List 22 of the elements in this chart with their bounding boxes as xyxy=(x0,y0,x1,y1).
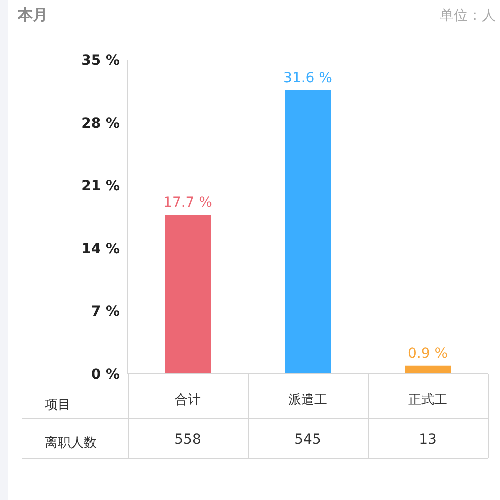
bar xyxy=(405,366,451,374)
text: 项目 xyxy=(45,397,71,414)
text: 13 xyxy=(418,432,438,448)
text: 558 xyxy=(174,432,202,448)
text: 离职人数 xyxy=(45,435,97,452)
x-tick-label: 派遣工 xyxy=(288,393,328,408)
y-tick-label: 14 % xyxy=(82,241,120,258)
text: 单位：人 xyxy=(440,7,496,25)
text: 545 xyxy=(294,432,322,448)
x-tick-label: 正式工 xyxy=(408,393,448,408)
y-tick-label: 7 % xyxy=(91,304,120,320)
x-tick-label: 合计 xyxy=(175,393,201,408)
bar xyxy=(165,215,211,374)
y-tick-label: 28 % xyxy=(82,116,120,132)
data-label: 0.9 % xyxy=(408,346,448,362)
chart-title: 本月 xyxy=(18,6,48,25)
data-label: 31.6 % xyxy=(284,70,332,87)
y-tick-label: 21 % xyxy=(82,178,120,195)
y-tick-label: 35 % xyxy=(82,52,120,69)
bar xyxy=(285,90,331,374)
data-label: 17.7 % xyxy=(164,195,212,212)
y-tick-label: 0 % xyxy=(91,366,120,383)
